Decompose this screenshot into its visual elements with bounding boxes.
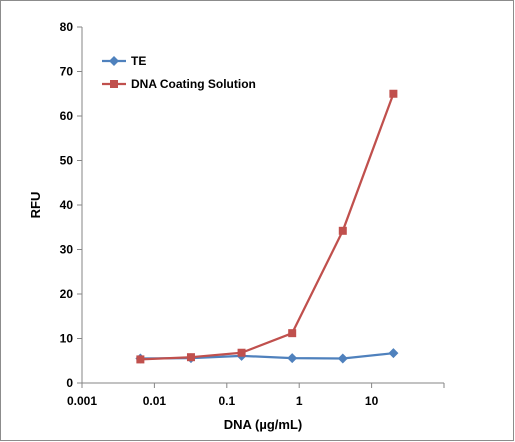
y-tick-label: 40 <box>60 198 74 212</box>
x-tick-label: 0.001 <box>67 394 97 408</box>
y-tick-label: 30 <box>60 243 74 257</box>
y-tick-label: 60 <box>60 109 74 123</box>
x-tick-label: 1 <box>296 394 303 408</box>
y-tick-label: 70 <box>60 65 74 79</box>
y-tick-label: 0 <box>66 376 73 390</box>
series-line <box>140 93 395 361</box>
data-point <box>237 348 246 357</box>
x-axis: 0.001 0.01 0.1 1 10 <box>67 382 445 408</box>
data-point <box>287 353 298 364</box>
x-tick-label: 0.1 <box>218 394 235 408</box>
series-layer <box>135 89 399 364</box>
y-tick-label: 80 <box>60 20 74 34</box>
legend-marker <box>110 80 118 88</box>
legend-marker <box>109 56 119 66</box>
legend: TE DNA Coating Solution <box>102 54 256 91</box>
y-axis-title: RFU <box>28 192 43 219</box>
data-point <box>389 89 398 98</box>
data-point <box>136 355 145 364</box>
x-axis-title: DNA (µg/mL) <box>224 417 303 432</box>
data-point <box>288 329 297 338</box>
y-axis: 0 10 20 30 40 50 60 70 80 <box>60 20 83 390</box>
y-tick-label: 50 <box>60 154 74 168</box>
legend-label: TE <box>131 54 146 68</box>
y-tick-label: 20 <box>60 287 74 301</box>
legend-item: TE <box>102 54 146 68</box>
series-2 <box>136 89 398 364</box>
y-tick-label: 10 <box>60 332 74 346</box>
x-tick-label: 10 <box>365 394 379 408</box>
x-tick-label: 0.01 <box>143 394 167 408</box>
data-point <box>388 348 399 359</box>
data-point <box>186 353 195 362</box>
data-point <box>338 226 347 235</box>
data-point <box>337 353 348 364</box>
legend-item: DNA Coating Solution <box>102 77 256 91</box>
legend-label: DNA Coating Solution <box>131 77 256 91</box>
